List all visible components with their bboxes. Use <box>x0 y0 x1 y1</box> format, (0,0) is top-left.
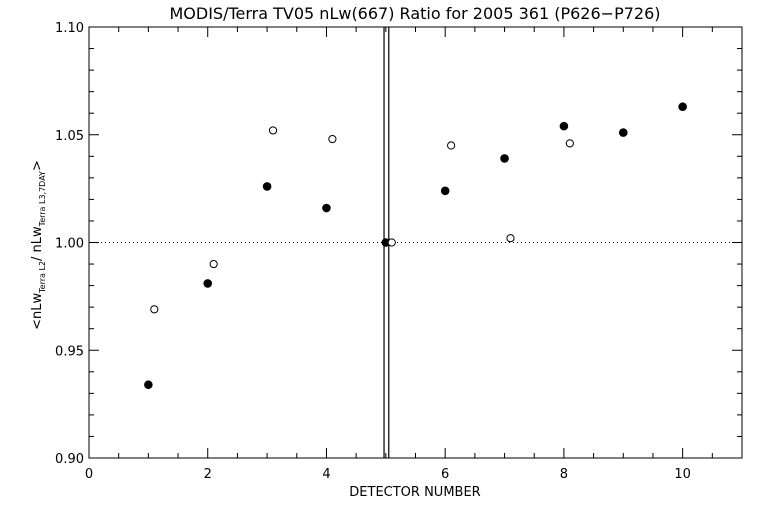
y-axis-label: <nLwTerra L2/ nLwTerra L3,7DAY> <box>30 160 47 330</box>
filled-point <box>618 128 628 137</box>
x-tick-label: 2 <box>204 467 212 482</box>
plot-frame <box>88 26 743 459</box>
filled-point <box>559 121 569 131</box>
y-tick-label: 1.05 <box>55 129 84 144</box>
open-point <box>209 259 218 269</box>
x-tick-label: 6 <box>441 467 449 482</box>
chart-title: MODIS/Terra TV05 nLw(667) Ratio for 2005… <box>169 4 660 23</box>
y-label-close: > <box>30 160 45 171</box>
open-point <box>328 134 337 144</box>
filled-point <box>440 186 450 196</box>
open-point <box>387 238 396 247</box>
x-tick-label: 0 <box>85 467 93 482</box>
data-points <box>144 102 687 390</box>
filled-point <box>262 182 272 191</box>
filled-point <box>500 154 509 163</box>
x-tick-label: 4 <box>322 467 330 482</box>
y-tick-label: 0.95 <box>55 344 84 359</box>
x-axis-label: DETECTOR NUMBER <box>349 485 480 500</box>
x-tick-label: 10 <box>674 467 691 482</box>
y-label-sub2: Terra L3,7DAY <box>38 171 47 227</box>
filled-point <box>678 102 687 112</box>
open-point <box>506 234 515 243</box>
x-axis-ticks: 0 2 4 6 8 10 <box>85 27 743 482</box>
open-point <box>268 126 278 135</box>
open-point <box>150 305 159 314</box>
filled-point <box>203 279 213 288</box>
y-tick-label: 0.90 <box>55 452 84 467</box>
y-label-slash: / nLw <box>30 226 45 261</box>
y-label-sub1: Terra L2 <box>38 261 47 294</box>
y-tick-label: 1.00 <box>55 237 84 252</box>
y-tick-label: 1.10 <box>55 21 84 36</box>
plot-border <box>88 26 743 459</box>
open-point <box>447 141 456 150</box>
filled-point <box>322 203 331 213</box>
x-tick-label: 8 <box>560 467 568 482</box>
y-label-open: <nLw <box>30 292 45 329</box>
y-axis-ticks: 0.90 0.95 1.00 1.05 1.10 <box>55 21 742 467</box>
filled-point <box>144 380 153 390</box>
open-point <box>565 139 574 148</box>
